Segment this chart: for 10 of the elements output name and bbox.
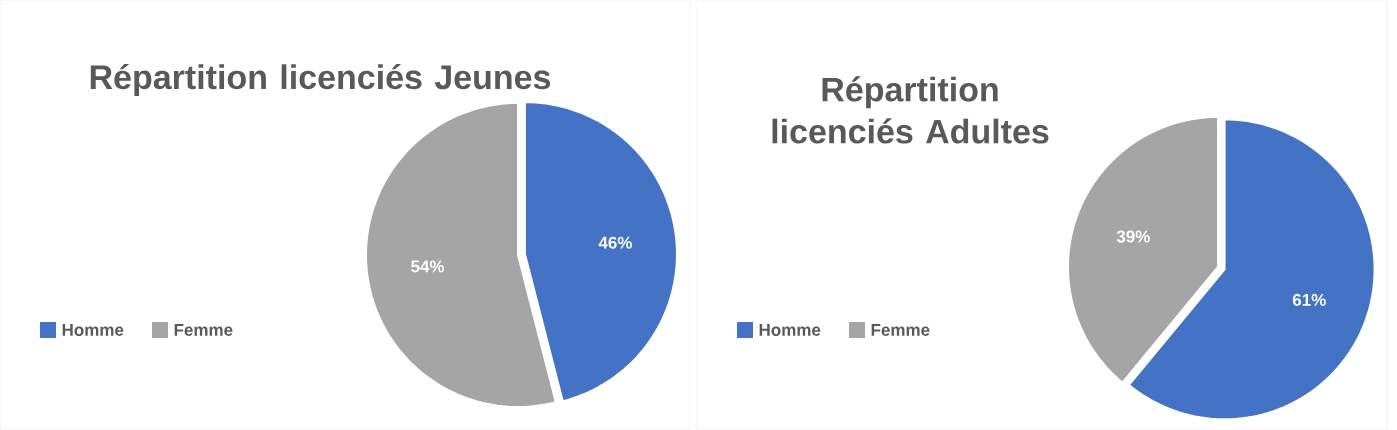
chart-title: Répartition licenciés Adultes bbox=[772, 76, 1049, 144]
chart-title: Répartition licenciés Jeunes bbox=[90, 63, 551, 96]
legend-label: Femme bbox=[871, 324, 930, 336]
legend-label: Homme bbox=[62, 324, 124, 336]
data-label: 54% bbox=[411, 260, 445, 273]
legend-label: Homme bbox=[759, 324, 821, 336]
data-label: 61% bbox=[1292, 293, 1326, 306]
data-label: 39% bbox=[1116, 230, 1150, 243]
data-label: 46% bbox=[598, 236, 632, 249]
legend-label: Femme bbox=[174, 324, 233, 336]
